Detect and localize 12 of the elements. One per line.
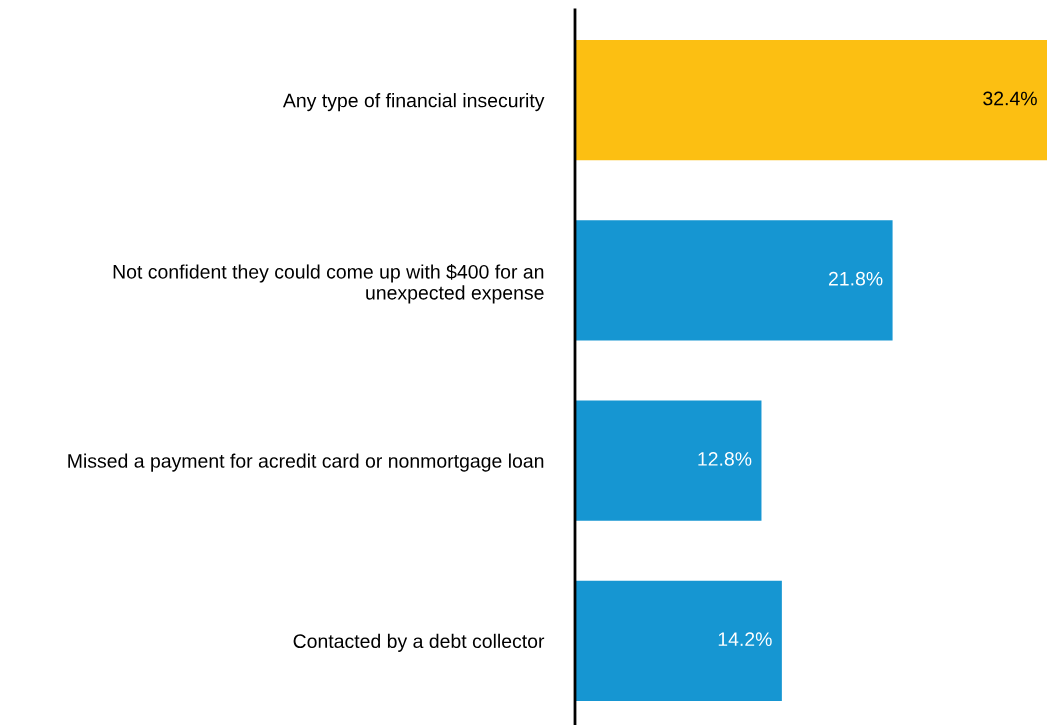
data-label: 32.4% [983, 91, 1037, 106]
bar [575, 580, 782, 701]
bar [575, 220, 893, 341]
y-tick-label: Contacted by a debt collector [293, 633, 545, 652]
y-tick-label: Missed a payment for acredit card or nonmortgage loan [68, 453, 544, 472]
data-label: 14.2% [718, 632, 772, 646]
y-tick-label: Any type of financial insecurity [282, 93, 545, 112]
data-label: 21.8% [828, 271, 883, 286]
bar [575, 400, 762, 521]
data-label: 12.8% [698, 452, 752, 466]
bar [575, 40, 1047, 161]
y-tick-label: Not confident they could come up with $400 for an unexpected expense [113, 264, 544, 304]
